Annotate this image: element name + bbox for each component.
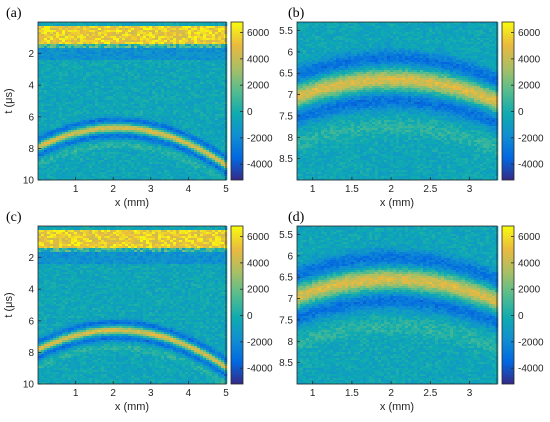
x-tick-label: 2 xyxy=(388,388,394,399)
y-tick-label: 4 xyxy=(28,81,34,92)
colorbar-tick-label: -2000 xyxy=(247,133,273,144)
colorbar-tick-label: -4000 xyxy=(247,364,273,375)
y-tick-label: 5.5 xyxy=(279,26,293,37)
heatmap-cells xyxy=(297,22,498,180)
colorbar xyxy=(502,22,514,180)
y-tick-label: 8 xyxy=(28,348,34,359)
colorbar-tick-label: 6000 xyxy=(247,28,270,39)
colorbar-tick-label: -2000 xyxy=(518,133,544,144)
colorbar-tick-label: 6000 xyxy=(247,232,270,243)
panel-label: (b) xyxy=(288,6,305,21)
y-tick-label: 6 xyxy=(28,112,34,123)
y-tick-label: 6 xyxy=(287,47,293,58)
y-tick-label: 8 xyxy=(287,337,293,348)
colorbar-tick-label: 2000 xyxy=(518,285,541,296)
colorbar-tick-label: 0 xyxy=(518,107,524,118)
y-tick-label: 7.5 xyxy=(279,315,293,326)
x-tick-label: 2 xyxy=(110,184,116,195)
y-axis-label: t (μs) xyxy=(3,88,15,113)
panel-label: (c) xyxy=(6,210,22,225)
x-tick-label: 3 xyxy=(148,184,154,195)
y-tick-label: 7 xyxy=(287,90,293,101)
x-tick-label: 2 xyxy=(388,184,394,195)
x-axis-label: x (mm) xyxy=(115,401,149,413)
y-tick-label: 10 xyxy=(23,176,35,187)
colorbar-tick-label: -4000 xyxy=(518,364,544,375)
y-tick-label: 8.5 xyxy=(279,154,293,165)
colorbar-tick-label: 0 xyxy=(247,107,253,118)
colorbar-tick-label: 4000 xyxy=(518,54,541,65)
x-tick-label: 2.5 xyxy=(423,388,437,399)
colorbar xyxy=(502,226,514,384)
y-tick-label: 6 xyxy=(287,251,293,262)
x-axis-label: x (mm) xyxy=(380,401,414,413)
y-tick-label: 7.5 xyxy=(279,111,293,122)
panel-b: 1 1.5 2 2.5 3 5.5 6 6.5 7 7.5 8 8.5 x (mm) (b) 6000 400… xyxy=(279,6,544,209)
heatmap-cells xyxy=(38,22,227,180)
x-axis-label: x (mm) xyxy=(380,197,414,209)
colorbar-tick-label: -4000 xyxy=(518,160,544,171)
colorbar xyxy=(231,226,243,384)
panel-d: 1 1.5 2 2.5 3 5.5 6 6.5 7 7.5 8 8.5 x (mm) (d) 6000 400… xyxy=(279,210,544,413)
x-tick-label: 5 xyxy=(223,388,229,399)
y-tick-label: 7 xyxy=(287,294,293,305)
y-tick-label: 8 xyxy=(28,144,34,155)
y-tick-label: 6.5 xyxy=(279,273,293,284)
x-tick-label: 2 xyxy=(110,388,116,399)
x-tick-label: 4 xyxy=(186,388,192,399)
colorbar-tick-label: 0 xyxy=(247,311,253,322)
colorbar-tick-label: 6000 xyxy=(518,232,541,243)
heatmap-cells xyxy=(38,226,227,384)
y-tick-label: 6 xyxy=(28,316,34,327)
colorbar-tick-label: -2000 xyxy=(247,337,273,348)
x-tick-label: 3 xyxy=(148,388,154,399)
colorbar-tick-label: 2000 xyxy=(247,285,270,296)
y-tick-label: 5.5 xyxy=(279,230,293,241)
x-axis-label: x (mm) xyxy=(115,197,149,209)
y-tick-label: 10 xyxy=(23,380,35,391)
colorbar-tick-label: 4000 xyxy=(247,54,270,65)
y-tick-label: 6.5 xyxy=(279,69,293,80)
panel-c: 1 2 3 4 5 2 4 6 8 10 x (mm) t (μs) (c) 6000 4000 2000 0 -… xyxy=(3,210,273,413)
y-tick-label: 8 xyxy=(287,133,293,144)
panel-label: (a) xyxy=(6,6,22,21)
y-tick-label: 4 xyxy=(28,285,34,296)
colorbar-tick-label: 2000 xyxy=(518,81,541,92)
y-tick-label: 2 xyxy=(28,49,34,60)
x-tick-label: 1 xyxy=(310,184,316,195)
colorbar xyxy=(231,22,243,180)
x-tick-label: 1 xyxy=(73,388,79,399)
x-tick-label: 3 xyxy=(467,388,473,399)
colorbar-tick-label: 4000 xyxy=(247,258,270,269)
x-tick-label: 2.5 xyxy=(423,184,437,195)
x-tick-label: 4 xyxy=(186,184,192,195)
y-tick-label: 8.5 xyxy=(279,358,293,369)
colorbar-tick-label: 2000 xyxy=(247,81,270,92)
colorbar-tick-label: 0 xyxy=(518,311,524,322)
x-tick-label: 1.5 xyxy=(345,184,359,195)
colorbar-tick-label: -4000 xyxy=(247,160,273,171)
x-tick-label: 1 xyxy=(73,184,79,195)
x-tick-label: 1 xyxy=(310,388,316,399)
heatmap-cells xyxy=(297,226,498,384)
colorbar-tick-label: 6000 xyxy=(518,28,541,39)
colorbar-tick-label: -2000 xyxy=(518,337,544,348)
y-axis-label: t (μs) xyxy=(3,292,15,317)
x-tick-label: 5 xyxy=(223,184,229,195)
x-tick-label: 1.5 xyxy=(345,388,359,399)
x-tick-label: 3 xyxy=(467,184,473,195)
panel-label: (d) xyxy=(288,210,305,225)
y-tick-label: 2 xyxy=(28,253,34,264)
panel-a: 1 2 3 4 5 2 4 6 8 10 x (mm) t (μs) (a) 6000 4000 2000 0 -… xyxy=(3,6,273,209)
colorbar-tick-label: 4000 xyxy=(518,258,541,269)
